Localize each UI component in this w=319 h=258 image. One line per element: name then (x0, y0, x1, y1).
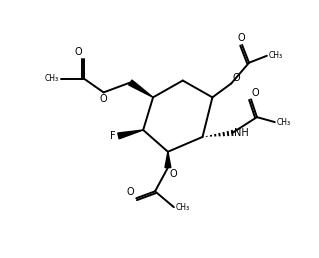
Polygon shape (165, 152, 171, 168)
Text: O: O (232, 72, 240, 83)
Text: O: O (252, 88, 260, 98)
Text: O: O (237, 33, 245, 43)
Text: CH₃: CH₃ (45, 74, 59, 83)
Text: CH₃: CH₃ (176, 203, 190, 212)
Text: O: O (170, 168, 177, 179)
Text: O: O (127, 187, 134, 197)
Text: NH: NH (234, 128, 249, 138)
Text: O: O (74, 47, 82, 57)
Polygon shape (129, 80, 153, 97)
Polygon shape (118, 130, 143, 139)
Text: O: O (100, 94, 108, 104)
Text: F: F (110, 131, 115, 141)
Text: CH₃: CH₃ (269, 51, 283, 60)
Text: CH₃: CH₃ (277, 118, 291, 127)
